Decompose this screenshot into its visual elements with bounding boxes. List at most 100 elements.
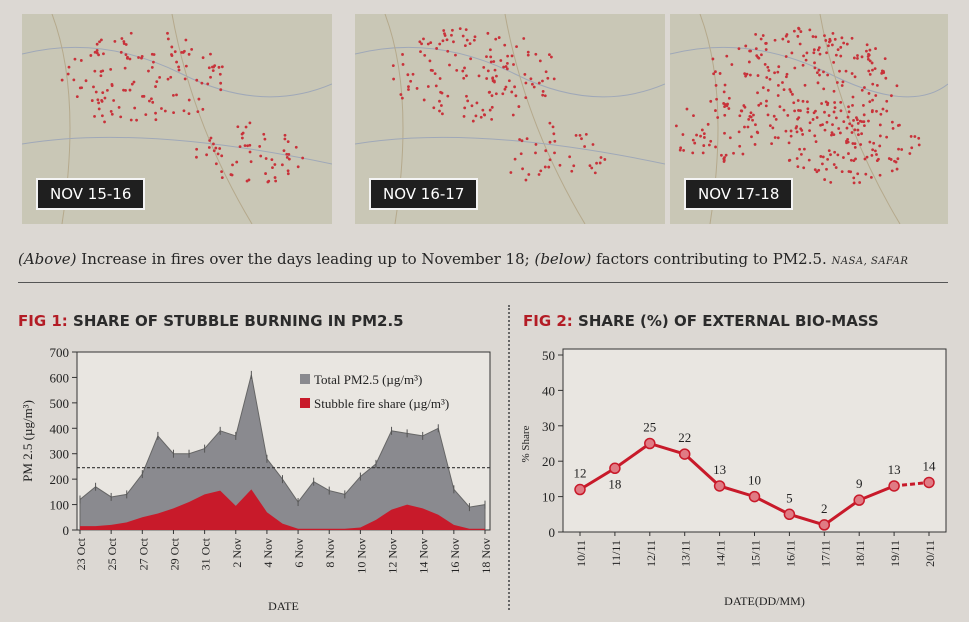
data-label: 2	[821, 501, 828, 516]
figure-caption: (Above) Increase in fires over the days …	[18, 250, 948, 268]
fire-dot	[477, 74, 481, 78]
fire-dot	[681, 133, 685, 136]
fire-dot	[438, 77, 442, 80]
caption-above: (Above)	[18, 250, 77, 268]
fire-dot	[231, 163, 234, 167]
fire-dot	[75, 95, 79, 99]
fire-dot	[495, 74, 498, 78]
fire-dot	[839, 109, 843, 113]
fire-dot	[492, 79, 496, 83]
fire-dot	[874, 149, 877, 153]
fire-dot	[786, 113, 790, 117]
map-date-label: NOV 16-17	[369, 178, 479, 210]
fire-dot	[534, 151, 537, 155]
fire-dot	[534, 143, 538, 146]
fire-dot	[170, 53, 173, 56]
fire-dot	[187, 112, 191, 116]
fire-dot	[829, 153, 832, 157]
fire-dot	[110, 84, 114, 88]
fire-dot	[872, 141, 876, 145]
fire-dot	[97, 107, 101, 111]
fire-dot	[765, 76, 769, 79]
fire-dot	[814, 140, 818, 143]
fire-dot	[541, 90, 545, 93]
fire-dot	[502, 65, 506, 69]
fire-dot	[692, 114, 695, 118]
fire-dot	[791, 92, 794, 96]
fire-dot	[558, 163, 562, 167]
fire-dot	[391, 64, 395, 68]
fire-dot	[792, 29, 796, 33]
map-panel-1: NOV 15-16	[22, 14, 332, 224]
y-tick-label: 600	[50, 370, 70, 385]
fire-dot	[97, 101, 101, 105]
fire-dot	[707, 143, 711, 147]
fire-dot	[749, 111, 753, 115]
fire-dot	[130, 82, 134, 86]
fire-dot	[485, 77, 489, 80]
fire-dot	[506, 54, 510, 58]
fire-dot	[510, 54, 514, 58]
data-point	[644, 437, 656, 450]
fire-dot	[240, 132, 244, 136]
fire-dot	[771, 126, 775, 130]
fire-dot	[539, 169, 543, 173]
fire-dot	[248, 143, 252, 147]
fire-dot	[524, 81, 528, 85]
fire-dot	[163, 109, 167, 113]
data-label: 12	[574, 466, 587, 481]
data-point	[574, 483, 586, 496]
fire-dot	[286, 172, 290, 176]
fire-dot	[259, 154, 263, 158]
fire-dot	[770, 142, 774, 145]
fire-dot	[714, 109, 717, 112]
fire-dot	[835, 81, 839, 84]
fire-dot	[548, 121, 552, 125]
fire-dot	[871, 68, 874, 72]
fire-dot	[812, 111, 816, 115]
fire-dot	[824, 39, 828, 42]
fire-dot	[855, 118, 859, 122]
y-tick-label: 700	[50, 345, 70, 360]
fire-dot	[798, 42, 802, 46]
fire-dot	[122, 40, 126, 43]
fire-dot	[137, 56, 140, 59]
fire-dot	[833, 106, 837, 110]
fire-dot	[756, 74, 760, 77]
fire-dot	[706, 122, 710, 126]
fire-dot	[849, 170, 853, 174]
fire-dot	[100, 114, 104, 118]
fire-dot	[506, 61, 509, 65]
fire-dot	[917, 136, 921, 140]
fire-dot	[764, 48, 768, 51]
fire-dot	[103, 120, 106, 124]
fire-dot	[548, 158, 552, 162]
fire-dot	[766, 88, 770, 92]
fire-dot	[249, 160, 253, 164]
fire-dot	[578, 133, 582, 137]
fire-dot	[491, 76, 495, 80]
fire-dot	[867, 69, 871, 73]
fire-dot	[230, 173, 234, 177]
fire-dot	[141, 94, 144, 98]
fire-dot	[570, 169, 574, 173]
fire-dot	[462, 114, 466, 118]
fire-dot	[853, 145, 857, 149]
fire-dot	[840, 170, 844, 173]
fig1-label: FIG 1:	[18, 312, 68, 330]
fire-dot	[283, 133, 287, 137]
fire-dot	[883, 57, 887, 61]
fire-dot	[501, 92, 505, 96]
fire-dot	[839, 54, 843, 58]
fire-dot	[781, 37, 785, 41]
fire-dot	[699, 134, 702, 138]
fire-dot	[514, 94, 518, 98]
fire-dot	[774, 117, 778, 121]
fire-dot	[207, 66, 211, 70]
fire-dot	[196, 110, 200, 114]
fig2-label: FIG 2:	[523, 312, 573, 330]
fire-dot	[820, 102, 824, 105]
fire-dot	[100, 99, 104, 102]
fire-dot	[197, 97, 201, 101]
fire-dot	[574, 133, 578, 137]
